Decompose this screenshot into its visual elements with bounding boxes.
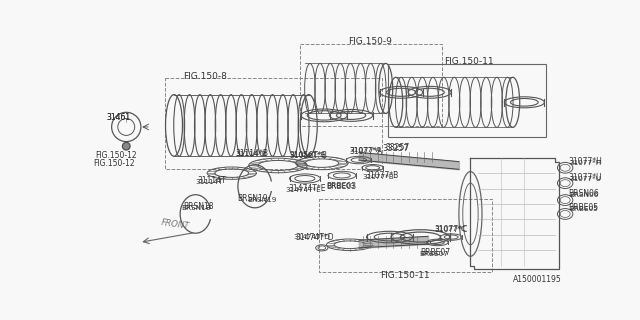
- Text: 31474T*E: 31474T*E: [285, 187, 321, 193]
- Text: 31077*U: 31077*U: [568, 172, 602, 181]
- Text: 31461: 31461: [106, 113, 131, 122]
- Text: A150001195: A150001195: [513, 275, 561, 284]
- Text: 31077*H: 31077*H: [569, 160, 601, 166]
- Text: 31114T: 31114T: [197, 176, 226, 185]
- Text: 31114*B: 31114*B: [236, 149, 269, 158]
- Text: FIG.150-11: FIG.150-11: [380, 271, 430, 280]
- Text: FIG.150-11: FIG.150-11: [444, 57, 493, 66]
- Text: BRSN19: BRSN19: [237, 194, 268, 203]
- Ellipse shape: [122, 142, 130, 150]
- Text: FIG.150-8: FIG.150-8: [183, 72, 227, 81]
- Text: 31474T*D: 31474T*D: [293, 234, 330, 240]
- Text: BRSN18: BRSN18: [182, 205, 211, 211]
- Text: BRBE03: BRBE03: [326, 182, 356, 191]
- Text: 31077*A: 31077*A: [349, 147, 383, 156]
- Text: FRONT: FRONT: [161, 219, 191, 231]
- Text: 31114T: 31114T: [196, 180, 223, 185]
- Text: 31056T*B: 31056T*B: [289, 151, 328, 160]
- Text: BRSN18: BRSN18: [183, 202, 214, 211]
- Bar: [319, 198, 492, 272]
- Bar: [388, 64, 546, 137]
- Bar: [164, 78, 382, 169]
- Text: BRSN06: BRSN06: [568, 189, 599, 198]
- Text: BRSN19: BRSN19: [247, 197, 276, 203]
- Text: 31474T*E: 31474T*E: [288, 184, 326, 193]
- Text: BRBE05: BRBE05: [568, 203, 598, 212]
- Text: 33257: 33257: [382, 144, 408, 153]
- Text: FIG.150-12: FIG.150-12: [93, 159, 135, 168]
- Text: 31114*B: 31114*B: [236, 151, 268, 157]
- Text: FIG.150-9: FIG.150-9: [348, 37, 392, 46]
- Text: 31461: 31461: [106, 113, 131, 122]
- Text: 31077*U: 31077*U: [569, 176, 601, 181]
- Text: 33257: 33257: [386, 143, 410, 152]
- Text: BRBE07: BRBE07: [420, 248, 451, 257]
- Text: BRBE03: BRBE03: [326, 183, 355, 189]
- Text: 31077*H: 31077*H: [568, 157, 602, 166]
- Text: BRBE07: BRBE07: [419, 251, 448, 257]
- Text: FIG.150-12: FIG.150-12: [95, 151, 137, 160]
- Text: BRSN06: BRSN06: [569, 192, 598, 198]
- Text: 31077*A: 31077*A: [349, 147, 381, 153]
- Text: 31077*B: 31077*B: [363, 174, 394, 180]
- Text: 31474T*D: 31474T*D: [296, 233, 334, 242]
- Text: BRBE05: BRBE05: [569, 206, 598, 212]
- Text: 31077*C: 31077*C: [435, 225, 468, 234]
- Text: 31077*C: 31077*C: [435, 226, 466, 232]
- Bar: [300, 44, 442, 126]
- Text: 31056T*B: 31056T*B: [289, 152, 326, 158]
- Text: 31077*B: 31077*B: [365, 171, 398, 180]
